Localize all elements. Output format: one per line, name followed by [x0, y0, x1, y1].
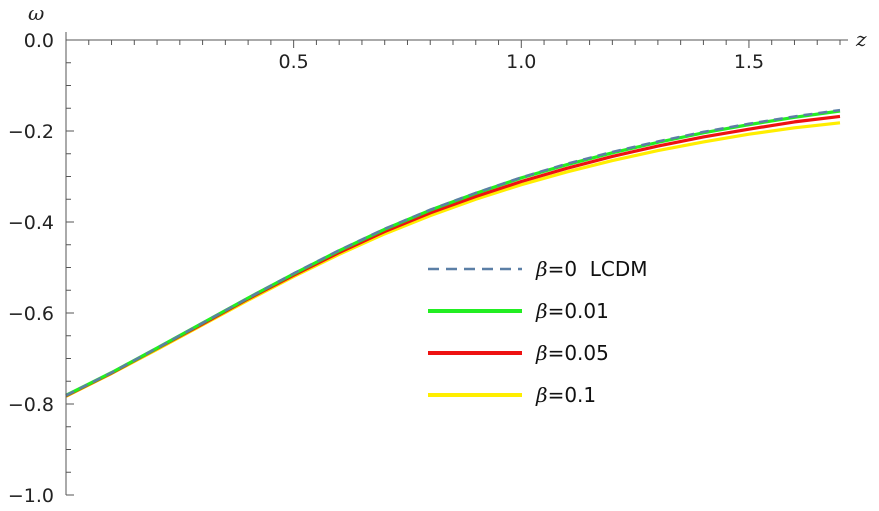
y-tick-label: −0.4: [8, 212, 54, 234]
y-axis-label: ω: [28, 1, 44, 25]
y-tick-label: −1.0: [8, 485, 54, 507]
legend: β=0 LCDM β=0.01 β=0.05 β=0.1: [428, 257, 648, 407]
x-tick-label: 1.5: [734, 51, 764, 73]
y-tick-label: −0.8: [8, 394, 54, 416]
y-tick-label: −0.6: [8, 303, 54, 325]
y-ticks: 0.0 −0.2 −0.4 −0.6 −0.8 −1.0: [8, 30, 74, 507]
plot-lines: [65, 108, 841, 398]
legend-label: β=0.05: [535, 341, 609, 365]
legend-label: β=0.1: [535, 383, 596, 407]
x-tick-label: 0.5: [279, 51, 309, 73]
legend-label: β=0 LCDM: [535, 257, 648, 281]
x-tick-label: 1.0: [506, 51, 536, 73]
y-tick-label: −0.2: [8, 121, 54, 143]
series-line: [65, 109, 841, 397]
axes: 0.5 1.0 1.5 0.0 −0.2 −0.4 −0.6 −0.8 −1.0: [8, 30, 848, 507]
series-line: [65, 121, 841, 398]
legend-label: β=0.01: [535, 299, 609, 323]
y-tick-label: 0.0: [24, 30, 54, 52]
x-ticks: 0.5 1.0 1.5: [88, 40, 841, 73]
x-axis-label: z: [855, 27, 867, 51]
